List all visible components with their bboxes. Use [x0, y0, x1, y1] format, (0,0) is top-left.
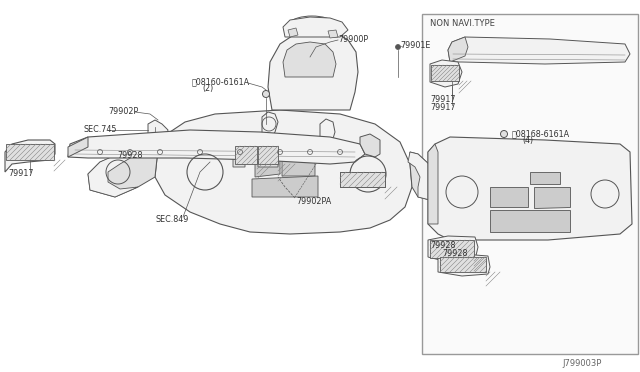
- Bar: [340, 172, 385, 187]
- Polygon shape: [88, 150, 138, 197]
- Text: 79928: 79928: [430, 241, 456, 250]
- Text: SEC.849: SEC.849: [155, 215, 188, 224]
- Polygon shape: [252, 176, 318, 197]
- Text: 79917: 79917: [430, 96, 456, 105]
- Bar: [440, 257, 486, 272]
- Polygon shape: [268, 30, 358, 110]
- Polygon shape: [340, 172, 385, 187]
- Bar: [258, 146, 278, 164]
- Text: 79917: 79917: [8, 170, 33, 179]
- Polygon shape: [258, 142, 278, 167]
- Polygon shape: [438, 254, 490, 276]
- Text: 79900P: 79900P: [338, 35, 368, 45]
- Text: J799003P: J799003P: [562, 359, 602, 368]
- FancyBboxPatch shape: [422, 14, 638, 354]
- Text: 79901E: 79901E: [400, 42, 430, 51]
- Polygon shape: [283, 42, 336, 77]
- Text: NON NAVI.TYPE: NON NAVI.TYPE: [430, 19, 495, 28]
- Text: (4): (4): [522, 137, 533, 145]
- Polygon shape: [448, 37, 630, 64]
- Polygon shape: [282, 154, 315, 176]
- Polygon shape: [148, 120, 168, 150]
- Polygon shape: [233, 142, 245, 167]
- Bar: [431, 65, 459, 81]
- Text: 79917: 79917: [430, 103, 456, 112]
- Text: 79902P: 79902P: [108, 108, 138, 116]
- Text: 79928: 79928: [117, 151, 143, 160]
- Text: Ⓢ08168-6161A: Ⓢ08168-6161A: [512, 129, 570, 138]
- Polygon shape: [5, 140, 55, 172]
- Polygon shape: [430, 60, 462, 87]
- Circle shape: [500, 131, 508, 138]
- Polygon shape: [68, 130, 365, 164]
- Polygon shape: [428, 236, 478, 262]
- Bar: [430, 240, 474, 258]
- Circle shape: [396, 45, 401, 49]
- Polygon shape: [530, 172, 560, 184]
- Polygon shape: [428, 144, 438, 224]
- Polygon shape: [360, 134, 380, 157]
- Text: SEC.745: SEC.745: [83, 125, 116, 135]
- Polygon shape: [490, 210, 570, 232]
- Polygon shape: [262, 112, 278, 142]
- Bar: [6, 144, 54, 160]
- Polygon shape: [320, 119, 335, 147]
- Polygon shape: [88, 149, 158, 197]
- Polygon shape: [155, 110, 412, 234]
- Polygon shape: [283, 17, 348, 37]
- Polygon shape: [534, 187, 570, 208]
- Polygon shape: [410, 152, 435, 200]
- Circle shape: [262, 90, 269, 97]
- Text: 79928: 79928: [442, 248, 467, 257]
- Polygon shape: [448, 37, 468, 62]
- Polygon shape: [490, 187, 528, 207]
- Polygon shape: [255, 154, 280, 177]
- Text: (2): (2): [202, 84, 213, 93]
- Polygon shape: [288, 28, 298, 37]
- Polygon shape: [408, 152, 435, 200]
- Text: Ⓢ08160-6161A: Ⓢ08160-6161A: [192, 77, 250, 87]
- Text: 79902PA: 79902PA: [296, 196, 332, 205]
- Bar: [235, 146, 257, 164]
- Polygon shape: [68, 137, 88, 157]
- Polygon shape: [428, 137, 632, 240]
- Polygon shape: [328, 30, 338, 38]
